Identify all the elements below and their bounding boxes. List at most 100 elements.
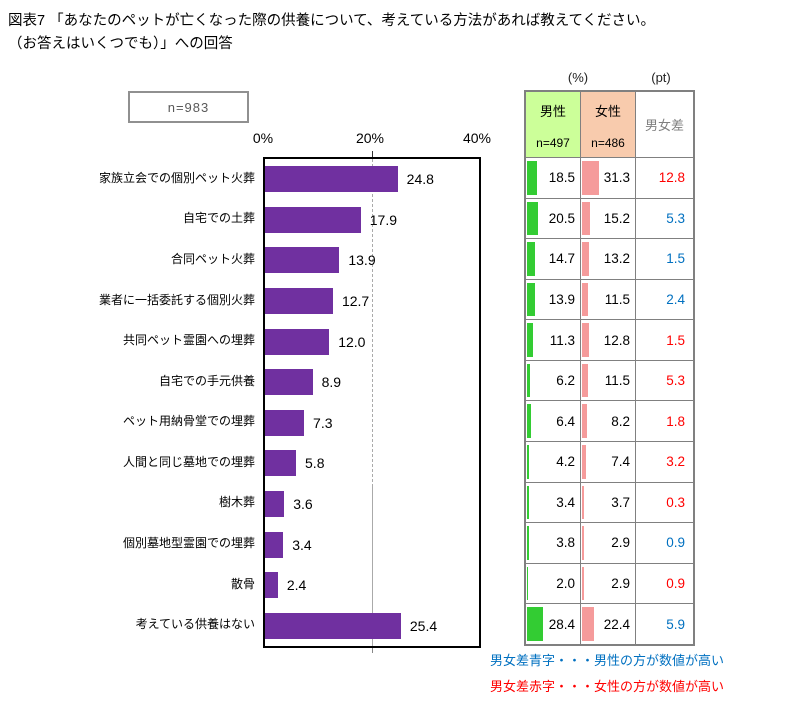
female-value: 15.2 [603,210,630,226]
male-value: 3.8 [556,535,575,551]
female-mini-bar [582,201,591,236]
gender-diff-cell: 0.9 [636,563,693,604]
male-mini-bar [527,566,529,601]
x-axis-tick-label: 20% [355,130,385,146]
bar-value-label: 12.7 [341,293,370,310]
male-mini-bar [527,161,538,195]
male-n-label: n=497 [536,136,570,150]
female-mini-bar [582,607,595,641]
male-value: 14.7 [548,251,575,267]
male-mini-bar [527,323,534,357]
male-mini-bar [527,445,530,479]
female-value-cell: 22.4 [581,604,635,644]
sample-size-label: n=983 [167,99,210,115]
gender-diff-value: 3.2 [666,454,685,470]
female-value: 22.4 [603,616,630,632]
female-value: 31.3 [603,170,630,186]
gender-diff-value: 12.8 [658,170,685,186]
category-label: 共同ペット霊園への埋葬 [122,333,255,348]
gender-diff-value: 1.5 [666,332,685,348]
category-label: 業者に一括委託する個別火葬 [98,292,255,307]
male-value: 13.9 [548,292,575,308]
gender-diff-cell: 5.3 [636,360,693,401]
female-value-cell: 15.2 [581,198,635,239]
category-label: 合同ペット火葬 [170,251,255,266]
male-value: 2.0 [556,576,575,592]
bar [265,612,401,639]
female-mini-bar [582,404,587,439]
footnote-red: 男女差赤字・・・女性の方が数値が高い [490,679,725,694]
male-mini-bar [527,242,536,276]
bar-value-label: 24.8 [406,171,434,188]
gender-diff-value: 5.3 [666,373,685,389]
female-value-cell: 2.9 [581,523,635,563]
male-value-cell: 18.5 [526,158,580,198]
gender-diff-cell: 0.3 [636,482,693,523]
male-mini-bar [527,526,530,560]
x-axis: 0% 20% 40% [0,130,810,152]
figure-title-line1: 図表7 「あなたのペットが亡くなった際の供養について、考えている方法があれば教え… [8,13,656,29]
female-value: 2.9 [611,576,630,592]
male-value: 6.4 [556,413,575,429]
male-value: 4.2 [556,454,575,470]
bar-value-label: 13.9 [348,252,376,269]
category-label: 個別墓地型霊園での埋葬 [122,536,255,551]
female-label: 女性 [594,104,621,119]
axis-tick-mark-bottom [372,648,373,653]
gender-diff-cell: 5.3 [636,198,693,239]
female-value: 3.7 [611,494,630,510]
gridline-20pct-solid [372,487,373,646]
category-label: 考えている供養はない [135,617,255,632]
female-value: 11.5 [604,292,630,308]
male-value-cell: 14.7 [526,239,580,279]
male-value: 20.5 [548,210,575,226]
female-value-cell: 7.4 [581,442,635,482]
gender-diff-cell: 3.2 [636,442,693,482]
female-value-cell: 2.9 [581,563,635,604]
female-value-cell: 11.5 [581,279,635,320]
figure-title: 図表7 「あなたのペットが亡くなった際の供養について、考えている方法があれば教え… [8,10,655,56]
gender-diff-value: 0.9 [666,576,685,592]
male-value: 28.4 [548,616,575,632]
male-value-cell: 11.3 [526,320,580,360]
category-label: 自宅での手元供養 [158,373,255,388]
bar-value-label: 2.4 [286,577,307,594]
female-mini-bar [582,526,584,560]
female-value-cell: 31.3 [581,158,635,198]
bar-value-label: 7.3 [313,414,333,431]
male-value-cell: 6.4 [526,401,580,442]
female-mini-bar [582,161,600,195]
male-column-header: 男性 n=497 [526,92,580,157]
male-value-cell: 28.4 [526,604,580,644]
gender-diff-value: 2.4 [666,292,685,308]
bar [265,206,361,233]
gender-diff-cell: 1.5 [636,320,693,360]
male-value-cell: 2.0 [526,563,580,604]
gender-diff-cell: 1.8 [636,401,693,442]
gender-diff-value: 0.3 [666,494,685,510]
gender-diff-cell: 12.8 [636,158,693,198]
bar [265,369,313,396]
male-value: 3.4 [556,494,575,510]
bar-value-label: 3.6 [293,495,313,512]
female-mini-bar [582,566,584,601]
percent-unit-label: (%) [567,70,589,85]
bar [265,166,398,193]
bar [265,288,333,315]
gender-diff-value: 1.5 [666,251,685,267]
female-value-cell: 12.8 [581,320,635,360]
bar-value-label: 3.4 [292,536,312,553]
gender-diff-value: 5.3 [666,210,685,226]
female-value-cell: 3.7 [581,482,635,523]
diff-label: 男女差 [644,118,684,133]
male-value: 6.2 [556,373,575,389]
axis-tick-mark-top [372,151,373,157]
female-mini-bar [582,485,585,520]
female-mini-bar [582,363,589,398]
female-value-cell: 11.5 [581,360,635,401]
category-label: 人間と同じ墓地での埋葬 [122,454,255,469]
category-label: 樹木葬 [218,495,255,510]
category-label: 自宅での土葬 [182,211,255,226]
bar [265,450,297,477]
gender-diff-value: 1.8 [666,413,685,429]
